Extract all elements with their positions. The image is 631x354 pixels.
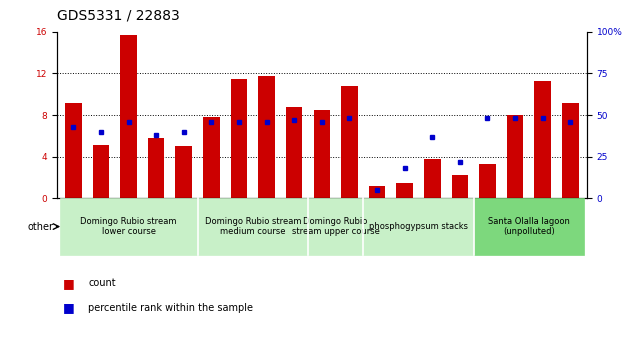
Bar	[424, 159, 440, 198]
Bar	[369, 186, 386, 198]
Text: other: other	[28, 222, 54, 232]
Bar	[175, 146, 192, 198]
Bar	[121, 35, 137, 198]
Bar	[231, 79, 247, 198]
Bar	[148, 138, 165, 198]
Bar	[341, 86, 358, 198]
Bar	[93, 145, 109, 198]
Bar	[534, 81, 551, 198]
Text: percentile rank within the sample: percentile rank within the sample	[88, 303, 253, 313]
Bar	[203, 117, 220, 198]
Bar	[65, 103, 81, 198]
Bar	[396, 183, 413, 198]
Text: ■: ■	[63, 277, 75, 290]
Bar	[507, 115, 523, 198]
Text: ■: ■	[63, 302, 75, 314]
Bar	[452, 175, 468, 198]
Bar	[286, 107, 302, 198]
Bar	[562, 103, 579, 198]
Text: Domingo Rubio stream
medium course: Domingo Rubio stream medium course	[204, 217, 301, 236]
Text: Domingo Rubio stream
lower course: Domingo Rubio stream lower course	[80, 217, 177, 236]
Text: Santa Olalla lagoon
(unpolluted): Santa Olalla lagoon (unpolluted)	[488, 217, 570, 236]
Text: phosphogypsum stacks: phosphogypsum stacks	[369, 222, 468, 231]
Text: GDS5331 / 22883: GDS5331 / 22883	[57, 9, 180, 23]
Text: count: count	[88, 278, 116, 288]
Bar	[479, 164, 496, 198]
Text: Domingo Rubio
stream upper course: Domingo Rubio stream upper course	[292, 217, 380, 236]
Bar	[258, 75, 275, 198]
Bar	[314, 110, 330, 198]
